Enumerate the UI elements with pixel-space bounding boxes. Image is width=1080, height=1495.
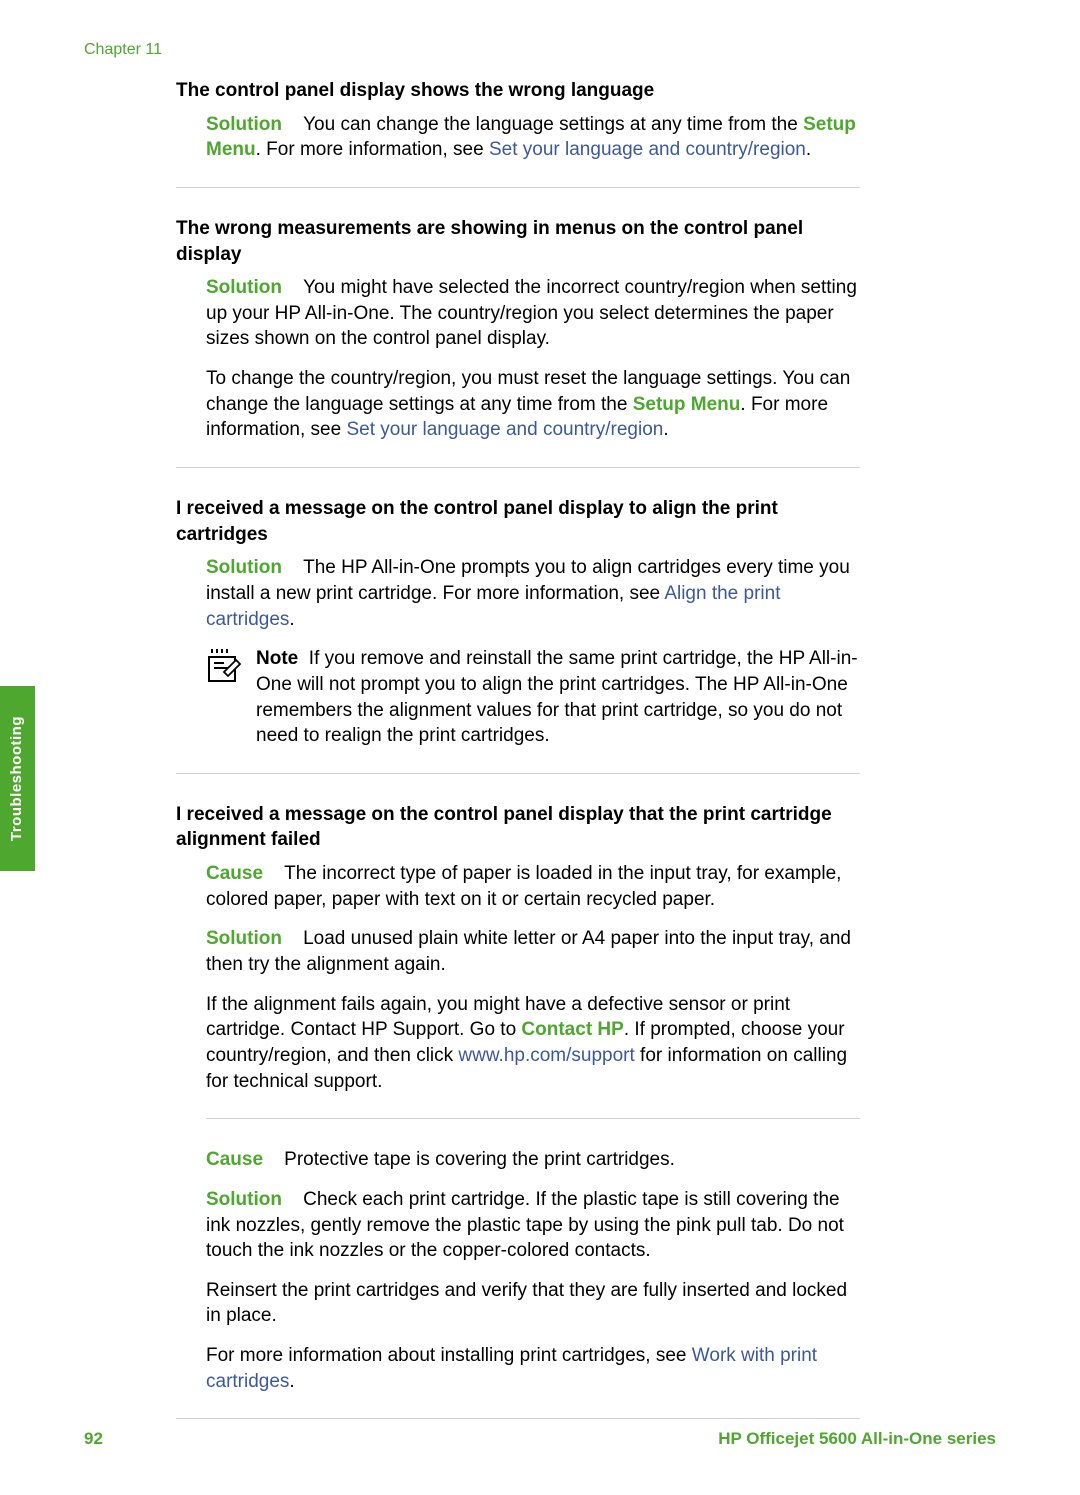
page-footer: 92 HP Officejet 5600 All-in-One series bbox=[84, 1428, 996, 1451]
paragraph: Reinsert the print cartridges and verify… bbox=[206, 1278, 860, 1329]
section-body: Solution You can change the language set… bbox=[206, 112, 860, 163]
separator bbox=[176, 187, 860, 188]
solution-label: Solution bbox=[206, 557, 282, 578]
cross-reference-link[interactable]: Set your language and country/region bbox=[489, 139, 806, 160]
paragraph: To change the country/region, you must r… bbox=[206, 366, 860, 443]
separator bbox=[206, 1118, 860, 1119]
cross-reference-link[interactable]: Align the print cartridges bbox=[206, 583, 781, 630]
sidebar-tab-label: Troubleshooting bbox=[7, 716, 27, 841]
solution-label: Solution bbox=[206, 928, 282, 949]
main-content: The control panel display shows the wron… bbox=[176, 78, 860, 1447]
ui-term: Setup Menu bbox=[633, 394, 741, 415]
paragraph: Solution Check each print cartridge. If … bbox=[206, 1187, 860, 1264]
note-label: Note bbox=[256, 648, 298, 669]
solution-label: Solution bbox=[206, 277, 282, 298]
paragraph: If the alignment fails again, you might … bbox=[206, 992, 860, 1095]
paragraph: Solution You might have selected the inc… bbox=[206, 275, 860, 352]
separator bbox=[176, 773, 860, 774]
section-heading: I received a message on the control pane… bbox=[176, 496, 860, 547]
section-body: Cause The incorrect type of paper is loa… bbox=[206, 861, 860, 1394]
section-body: Solution The HP All-in-One prompts you t… bbox=[206, 555, 860, 748]
separator bbox=[176, 1418, 860, 1419]
cause-label: Cause bbox=[206, 1149, 263, 1170]
note-block: Note If you remove and reinstall the sam… bbox=[206, 646, 860, 749]
cross-reference-link[interactable]: www.hp.com/support bbox=[458, 1045, 634, 1066]
note-text: Note If you remove and reinstall the sam… bbox=[256, 646, 860, 749]
paragraph: For more information about installing pr… bbox=[206, 1343, 860, 1394]
cross-reference-link[interactable]: Set your language and country/region bbox=[346, 419, 663, 440]
section-body: Solution You might have selected the inc… bbox=[206, 275, 860, 443]
section-heading: I received a message on the control pane… bbox=[176, 802, 860, 853]
paragraph: Solution Load unused plain white letter … bbox=[206, 926, 860, 977]
cross-reference-link[interactable]: Work with print cartridges bbox=[206, 1345, 817, 1392]
note-icon bbox=[206, 646, 242, 749]
ui-term: Contact HP bbox=[521, 1019, 623, 1040]
page-number: 92 bbox=[84, 1428, 103, 1451]
paragraph: Solution You can change the language set… bbox=[206, 112, 860, 163]
cause-label: Cause bbox=[206, 863, 263, 884]
solution-label: Solution bbox=[206, 1189, 282, 1210]
paragraph: Solution The HP All-in-One prompts you t… bbox=[206, 555, 860, 632]
paragraph: Cause Protective tape is covering the pr… bbox=[206, 1147, 860, 1173]
solution-label: Solution bbox=[206, 114, 282, 135]
chapter-header: Chapter 11 bbox=[84, 39, 162, 61]
section-heading: The control panel display shows the wron… bbox=[176, 78, 860, 104]
footer-title: HP Officejet 5600 All-in-One series bbox=[718, 1428, 996, 1451]
sidebar-tab: Troubleshooting bbox=[0, 686, 35, 871]
section-heading: The wrong measurements are showing in me… bbox=[176, 216, 860, 267]
separator bbox=[176, 467, 860, 468]
paragraph: Cause The incorrect type of paper is loa… bbox=[206, 861, 860, 912]
